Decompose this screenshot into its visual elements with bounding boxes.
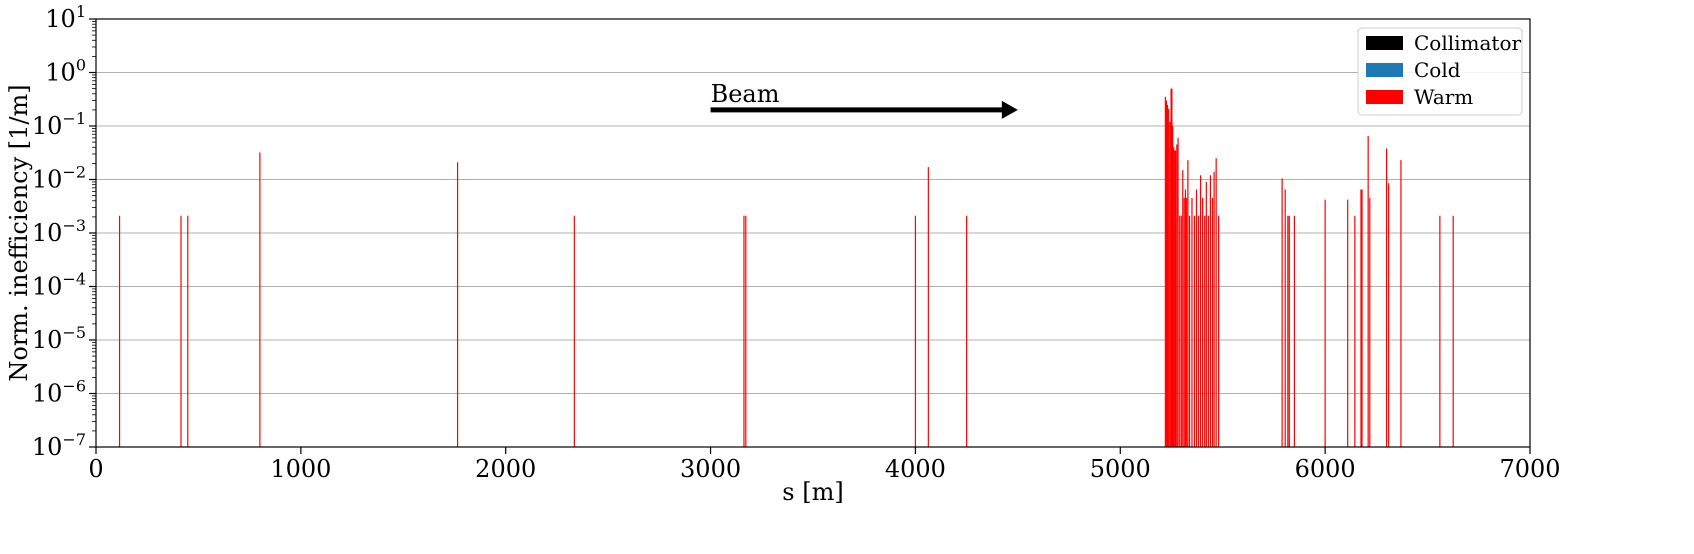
legend-swatch xyxy=(1366,63,1403,77)
y-tick-label: 10−6 xyxy=(32,377,86,408)
x-tick-label: 7000 xyxy=(1499,455,1560,483)
legend-swatch xyxy=(1366,90,1403,104)
y-tick-label: 10−4 xyxy=(32,270,86,301)
x-axis-label: s [m] xyxy=(782,478,843,506)
annotation-layer: Beam xyxy=(710,80,1018,119)
x-tick-label: 2000 xyxy=(475,455,536,483)
x-tick-label: 0 xyxy=(88,455,103,483)
legend: Collimator Cold Warm xyxy=(1357,27,1523,116)
y-tick-label: 10−3 xyxy=(32,216,86,247)
y-tick-label: 10−2 xyxy=(32,163,86,194)
y-tick-label: 10−7 xyxy=(32,430,86,461)
x-tick-label: 6000 xyxy=(1295,455,1356,483)
y-axis-label: Norm. inefficiency [1/m] xyxy=(5,84,33,381)
x-axis: 0 1000 2000 3000 4000 5000 6000 7000 xyxy=(88,447,1561,483)
grid-layer xyxy=(96,18,1530,448)
x-tick-label: 5000 xyxy=(1090,455,1151,483)
x-tick-label: 1000 xyxy=(270,455,331,483)
x-tick-label: 3000 xyxy=(680,455,741,483)
y-axis: 10−7 10−6 10−5 10−4 10−3 10−2 10−1 100 101 xyxy=(32,2,96,461)
y-tick-label: 10−1 xyxy=(32,109,86,140)
y-tick-label: 100 xyxy=(45,56,86,87)
x-tick-label: 4000 xyxy=(885,455,946,483)
legend-swatch xyxy=(1366,36,1403,50)
legend-label: Collimator xyxy=(1414,31,1522,55)
bars-layer xyxy=(118,88,1454,447)
legend-label: Warm xyxy=(1414,85,1473,109)
beam-arrow-head xyxy=(1001,100,1018,119)
y-tick-label: 10−5 xyxy=(32,323,86,354)
legend-label: Cold xyxy=(1414,58,1461,82)
beam-annotation-label: Beam xyxy=(711,80,780,108)
y-tick-label: 101 xyxy=(45,2,86,33)
